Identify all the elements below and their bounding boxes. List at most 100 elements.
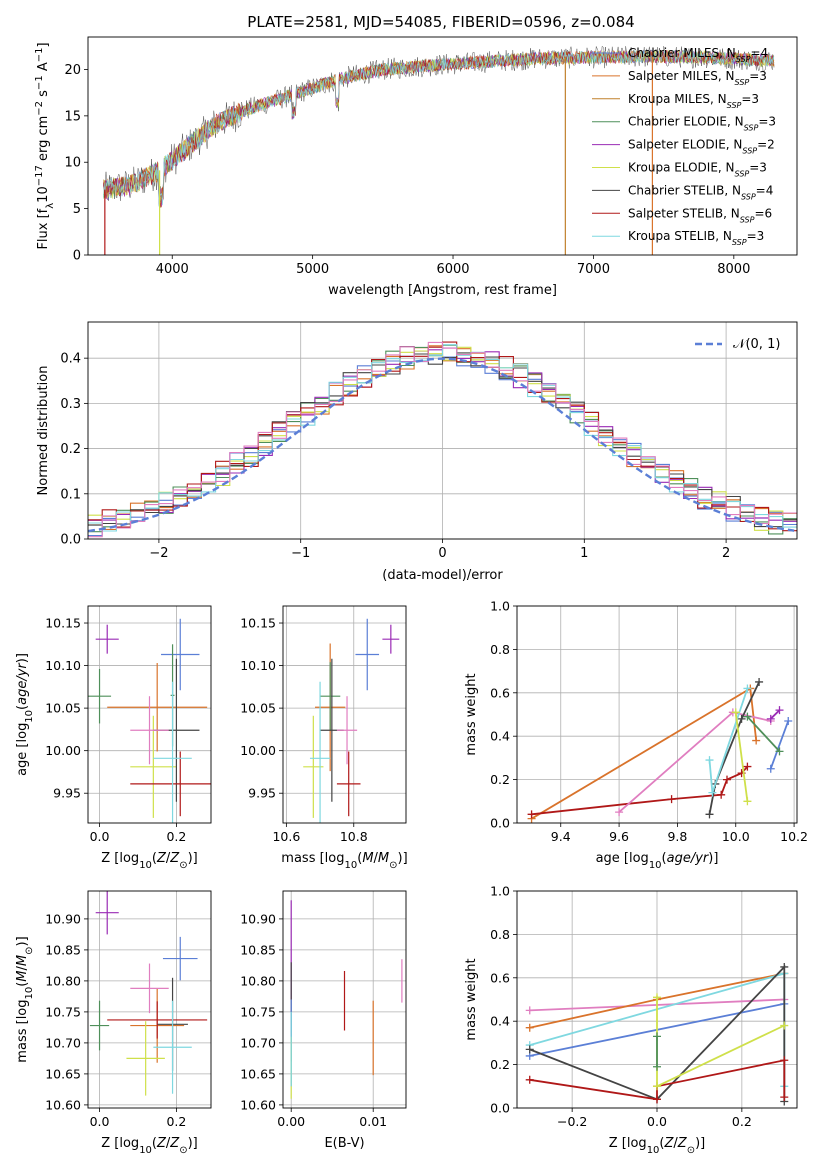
legend-label-text: Kroupa ELODIE, N: [628, 161, 735, 175]
x-tick-label: 5000: [296, 262, 329, 277]
x-tick-label: 10.6: [272, 829, 300, 844]
error-bar-point: [126, 1021, 165, 1096]
axes-frame: [87, 605, 212, 824]
legend-label: Salpeter STELIB, NSSP=6: [628, 206, 772, 224]
x-tick-label: 9.8: [667, 829, 687, 844]
mass-weight-marker: [525, 1023, 534, 1032]
x-tick-label: 2: [722, 546, 730, 561]
legend-label-text: Salpeter ELODIE, N: [628, 138, 742, 152]
axes-frame: [87, 890, 212, 1109]
y-tick-label: 1.0: [490, 884, 510, 899]
x-tick-label: −2: [149, 546, 168, 561]
y-tick-label: 10.00: [240, 743, 276, 758]
y-tick-label: 10.65: [240, 1066, 276, 1081]
x-tick-label: 10.0: [722, 829, 750, 844]
legend-label: Chabrier MILES, NSSP=4: [628, 46, 768, 64]
x-tick-label: 7000: [577, 262, 610, 277]
y-tick-label: 0.2: [60, 442, 81, 457]
y-tick-label: 10.05: [240, 701, 276, 716]
y-tick-label: 10.70: [45, 1035, 81, 1050]
y-tick-label: 10.15: [240, 616, 276, 631]
spectrum-line: [103, 49, 775, 207]
error-bar-point: [382, 624, 400, 654]
x-tick-label: −0.2: [557, 1114, 587, 1129]
mass-weight-marker: [743, 684, 752, 693]
y-tick-label: 15: [64, 109, 81, 124]
x-tick-label: 0.0: [90, 1114, 110, 1129]
y-tick-label: 0.0: [60, 533, 81, 548]
x-tick-label: 4000: [156, 262, 189, 277]
y-tick-label: 10.05: [45, 701, 81, 716]
error-bar-point: [95, 624, 119, 654]
y-tick-label: 0.2: [490, 772, 510, 787]
mass-weight-marker: [775, 747, 784, 756]
y-axis-label: age [log10(age/yr)]: [15, 653, 35, 776]
legend-label-text: Chabrier ELODIE, N: [628, 115, 744, 129]
mass-weight-line: [746, 716, 781, 753]
y-tick-label: 10.90: [45, 911, 81, 926]
error-bar-point: [130, 963, 169, 1014]
mass-weight-marker: [752, 736, 761, 745]
x-axis-label: wavelength [Angstrom, rest frame]: [328, 283, 557, 298]
legend-label-text: Kroupa STELIB, N: [628, 229, 732, 243]
y-tick-label: 10.75: [240, 1004, 276, 1019]
y-tick-label: 10.85: [45, 942, 81, 957]
error-bar-point: [107, 1001, 208, 1039]
y-tick-label: 0.0: [490, 816, 510, 831]
y-tick-label: 10.75: [45, 1004, 81, 1019]
error-bar-point: [336, 751, 361, 817]
plot-area-spectrum: [103, 45, 775, 255]
legend-label-text: Chabrier MILES, N: [628, 46, 736, 60]
mass-weight-line: [531, 687, 758, 820]
error-bar-point: [320, 662, 341, 731]
error-bar-point: [130, 715, 177, 818]
plot-area-age-vs-Z: [88, 618, 211, 823]
y-tick-label: 10.00: [45, 743, 81, 758]
y-tick-label: 20: [64, 63, 81, 78]
x-axis-label: Z [log10(Z/Z⊙)]: [609, 1136, 706, 1156]
axes-frame: [87, 321, 798, 540]
mass-weight-marker: [737, 714, 746, 723]
error-bar-point: [162, 936, 198, 981]
x-axis-label: Z [log10(Z/Z⊙)]: [101, 851, 198, 871]
plot-area-mass-vs-Z: [89, 891, 208, 1096]
mass-weight-marker: [766, 714, 775, 723]
error-bar-point: [336, 696, 358, 765]
x-tick-label: 0.2: [166, 1114, 186, 1129]
mass-weight-marker: [723, 775, 731, 784]
residual-histogram: [88, 341, 797, 538]
error-bar-point: [309, 681, 331, 823]
axes-spectrum: 4000 5000 6000 7000 8000 0 5 10 15 20 wavelength […: [34, 36, 798, 298]
axes-age-vs-Z: 0.0 0.2 9.95 10.00 10.05 10.10 10.15 Z [log10(Z…: [15, 605, 212, 871]
legend-label: Salpeter ELODIE, NSSP=2: [628, 138, 775, 156]
error-bar-point: [95, 891, 119, 935]
y-tick-label: 5: [73, 202, 81, 217]
mass-weight-line: [769, 720, 790, 770]
error-bar-point: [89, 1000, 110, 1051]
y-tick-label: 1.0: [490, 599, 510, 614]
mass-weight-marker: [775, 706, 784, 715]
x-tick-label: 9.4: [551, 829, 571, 844]
y-axis-label: mass [log10(M/M⊙)]: [15, 936, 35, 1062]
axes-frame: [516, 605, 798, 824]
mass-weight-line: [770, 709, 781, 720]
mass-weight-marker: [653, 1082, 661, 1091]
y-axis-label: Normed distribution: [36, 366, 51, 496]
y-tick-label: 10.15: [45, 616, 81, 631]
y-tick-label: 0.4: [60, 352, 81, 367]
x-axis-label: E(B-V): [324, 1136, 364, 1151]
mass-weight-marker: [766, 764, 775, 773]
mass-weight-marker: [615, 808, 624, 817]
y-tick-label: 0.6: [490, 685, 510, 700]
plot-area-age-vs-mass: [303, 618, 400, 823]
y-tick-label: 10.65: [45, 1066, 81, 1081]
error-bar-point: [130, 696, 169, 765]
y-tick-label: 10.10: [45, 658, 81, 673]
x-tick-label: 0.0: [647, 1114, 667, 1129]
legend: 𝒩(0, 1): [695, 337, 780, 352]
mass-weight-marker: [780, 1021, 789, 1030]
legend-label-text: Salpeter STELIB, N: [628, 206, 740, 220]
legend-label: Kroupa MILES, NSSP=3: [628, 92, 759, 110]
